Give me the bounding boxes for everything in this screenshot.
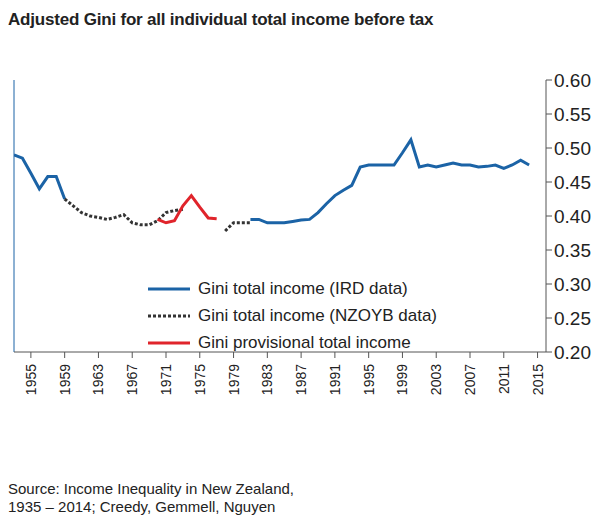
svg-text:0.20: 0.20	[554, 342, 591, 363]
html-text:Gini provisional total income: Gini provisional total income	[198, 332, 411, 352]
svg-text:2011: 2011	[496, 364, 512, 394]
svg-text:0.25: 0.25	[554, 308, 591, 329]
html-text:Gini total income (NZOYB data): Gini total income (NZOYB data)	[198, 305, 437, 325]
svg-text:0.50: 0.50	[554, 138, 591, 159]
html-text:Gini total income (IRD data): Gini total income (IRD data)	[198, 278, 408, 298]
svg-text:1955: 1955	[23, 364, 39, 395]
svg-text:2007: 2007	[462, 364, 478, 395]
svg-text:1959: 1959	[57, 364, 73, 395]
svg-text:1987: 1987	[293, 364, 309, 395]
svg-text:1971: 1971	[158, 364, 174, 395]
svg-text:1991: 1991	[327, 364, 343, 395]
html-text:Adjusted Gini for all individu: Adjusted Gini for all individual total i…	[8, 10, 434, 29]
svg-text:2003: 2003	[428, 364, 444, 395]
svg-text:2015: 2015	[530, 364, 546, 395]
svg-text:1979: 1979	[226, 364, 242, 395]
svg-text:1963: 1963	[90, 364, 106, 395]
svg-text:0.35: 0.35	[554, 240, 591, 261]
svg-text:0.45: 0.45	[554, 172, 591, 193]
svg-text:0.40: 0.40	[554, 206, 591, 227]
html-text:1935 – 2014; Creedy, Gemmell,: 1935 – 2014; Creedy, Gemmell, Nguyen	[8, 498, 276, 515]
svg-text:0.55: 0.55	[554, 104, 591, 125]
svg-text:0.30: 0.30	[554, 274, 591, 295]
svg-text:1995: 1995	[361, 364, 377, 395]
html-text:Source: Income Inequality in N: Source: Income Inequality in New Zealand…	[8, 480, 294, 497]
svg-text:1983: 1983	[259, 364, 275, 395]
svg-text:0.60: 0.60	[554, 70, 591, 91]
svg-text:1999: 1999	[394, 364, 410, 395]
svg-text:1975: 1975	[192, 364, 208, 395]
svg-text:1967: 1967	[124, 364, 140, 395]
